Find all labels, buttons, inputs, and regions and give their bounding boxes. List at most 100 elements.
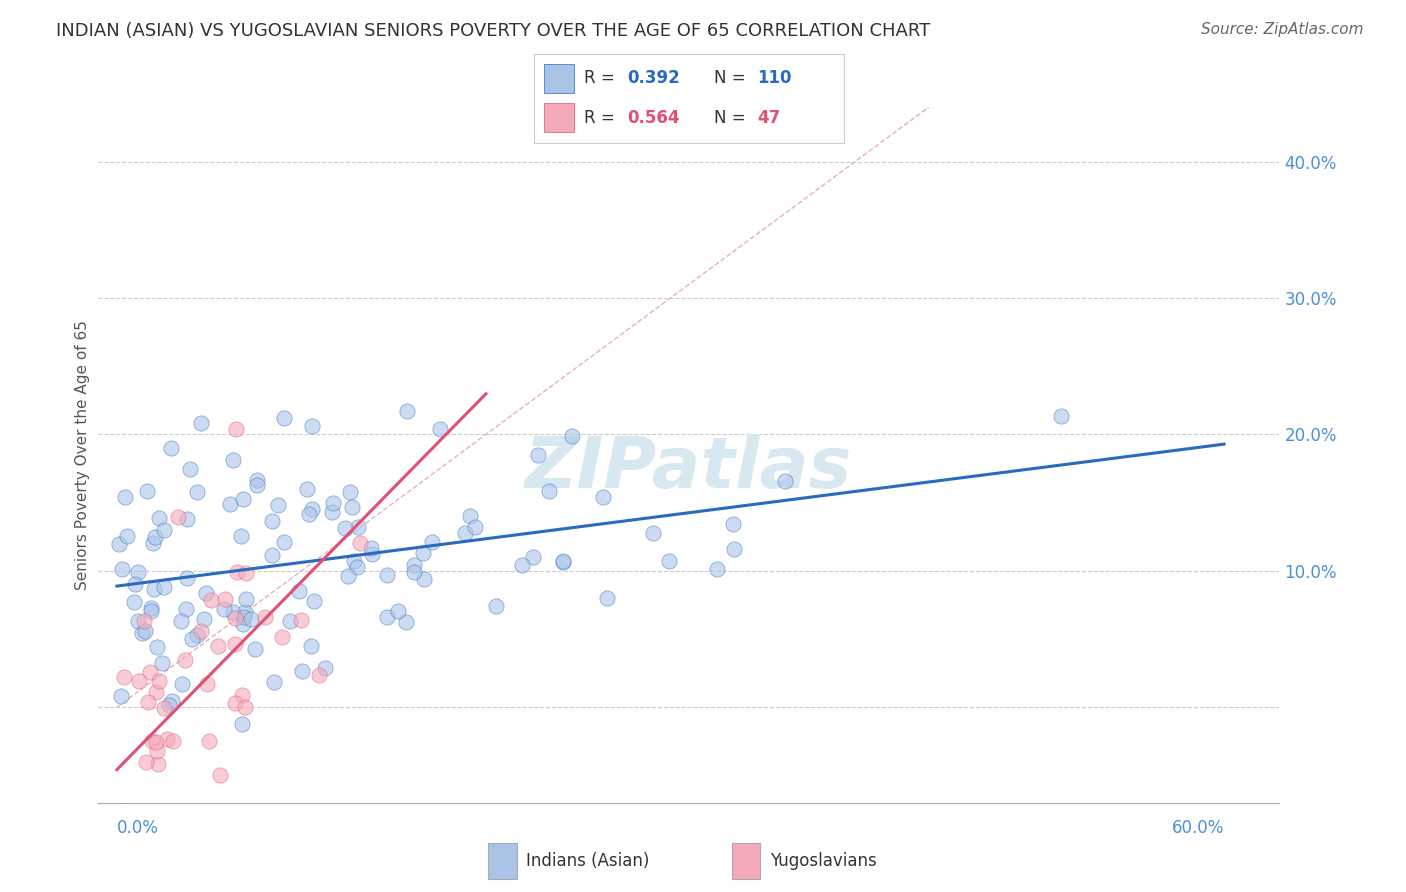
Point <box>233 609 256 624</box>
Text: N =: N = <box>714 70 745 87</box>
Point <box>229 529 252 543</box>
Text: INDIAN (ASIAN) VS YUGOSLAVIAN SENIORS POVERTY OVER THE AGE OF 65 CORRELATION CHA: INDIAN (ASIAN) VS YUGOSLAVIAN SENIORS PO… <box>56 22 931 40</box>
Point <box>166 509 188 524</box>
Point <box>135 809 157 823</box>
Point <box>111 809 134 823</box>
Point <box>301 501 323 516</box>
Point <box>179 461 201 475</box>
Text: Indians (Asian): Indians (Asian) <box>526 852 650 870</box>
Point <box>361 547 384 561</box>
Point <box>404 558 426 572</box>
Point <box>114 490 136 504</box>
Text: 0.0%: 0.0% <box>117 819 159 838</box>
Point <box>225 421 247 435</box>
Point <box>148 510 170 524</box>
Point <box>127 614 149 628</box>
Point <box>643 525 665 540</box>
FancyBboxPatch shape <box>544 64 575 93</box>
Point <box>360 541 382 556</box>
Point <box>146 744 169 758</box>
Point <box>135 484 157 499</box>
Point <box>280 615 302 629</box>
Text: Yugoslavians: Yugoslavians <box>770 852 877 870</box>
Point <box>246 473 269 487</box>
Point <box>458 508 481 523</box>
Point <box>260 514 283 528</box>
Point <box>510 558 533 572</box>
Point <box>402 566 425 580</box>
Point <box>231 688 253 702</box>
Point <box>122 595 145 609</box>
Point <box>128 674 150 689</box>
Point <box>193 612 215 626</box>
Point <box>537 483 560 498</box>
Point <box>142 535 165 549</box>
Point <box>170 614 193 628</box>
Point <box>224 637 246 651</box>
Point <box>107 805 129 820</box>
Point <box>260 548 283 562</box>
Point <box>139 665 162 680</box>
Point <box>117 809 139 823</box>
Point <box>207 639 229 653</box>
Point <box>214 592 236 607</box>
Point <box>522 550 544 565</box>
Point <box>375 610 398 624</box>
Point <box>200 592 222 607</box>
Point <box>349 536 371 550</box>
Point <box>561 429 583 443</box>
Point <box>107 809 129 823</box>
Text: 47: 47 <box>756 109 780 127</box>
Point <box>263 674 285 689</box>
Point <box>153 523 176 537</box>
Y-axis label: Seniors Poverty Over the Age of 65: Seniors Poverty Over the Age of 65 <box>75 320 90 590</box>
Point <box>314 661 336 675</box>
Point <box>291 664 314 678</box>
Point <box>195 676 218 690</box>
Point <box>333 521 356 535</box>
Point <box>301 419 323 434</box>
Point <box>134 624 156 639</box>
Point <box>254 609 277 624</box>
Point <box>112 670 135 684</box>
Point <box>595 591 617 606</box>
Point <box>394 615 416 630</box>
Point <box>232 616 254 631</box>
Point <box>146 756 169 771</box>
Point <box>186 628 208 642</box>
Point <box>153 701 176 715</box>
Point <box>160 694 183 708</box>
Point <box>302 594 325 608</box>
Point <box>464 519 486 533</box>
Point <box>1050 409 1073 424</box>
Point <box>124 576 146 591</box>
Point <box>308 667 330 681</box>
Point <box>321 505 343 519</box>
Point <box>110 690 132 704</box>
Point <box>224 610 246 624</box>
Text: 110: 110 <box>756 70 792 87</box>
Point <box>343 554 366 568</box>
Point <box>141 734 163 748</box>
Point <box>553 555 575 569</box>
Point <box>233 605 256 619</box>
Point <box>114 804 136 818</box>
Point <box>145 685 167 699</box>
Text: R =: R = <box>583 109 620 127</box>
Point <box>375 568 398 582</box>
Point <box>121 809 143 823</box>
Point <box>233 700 256 714</box>
Point <box>299 639 322 653</box>
Point <box>143 582 166 597</box>
Point <box>176 512 198 526</box>
Point <box>429 422 451 436</box>
Point <box>222 453 245 467</box>
Point <box>152 656 174 670</box>
Point <box>235 591 257 606</box>
Point <box>592 490 614 504</box>
Point <box>111 562 134 576</box>
FancyBboxPatch shape <box>488 843 516 879</box>
Point <box>270 630 292 644</box>
Point <box>347 519 370 533</box>
Point <box>186 485 208 500</box>
